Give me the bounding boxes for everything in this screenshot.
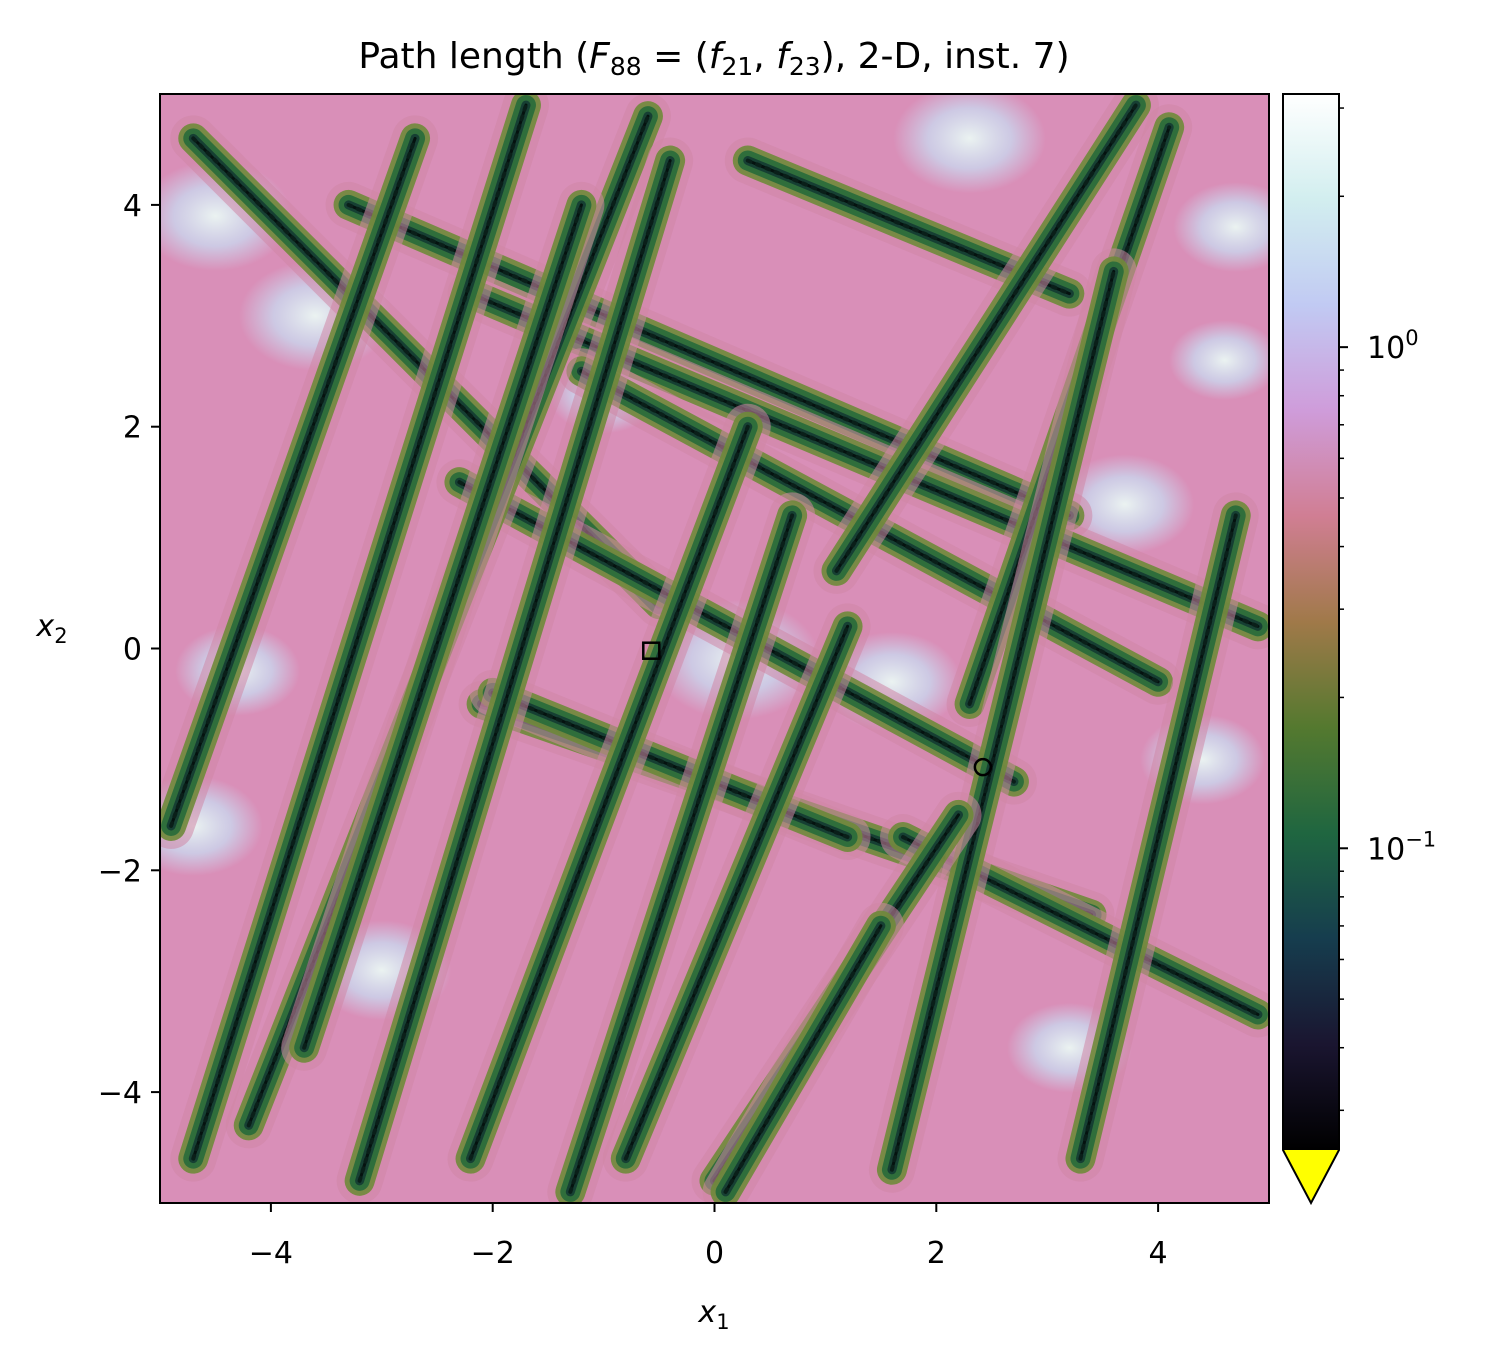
title-F-sub: 88 xyxy=(610,52,642,81)
x-axis-label-sub: 1 xyxy=(716,1310,729,1334)
title-f2-sub: 23 xyxy=(789,52,821,81)
colorbar-gradient xyxy=(1283,94,1339,1150)
x-tick-label: −4 xyxy=(249,1236,293,1271)
x-tick-label: 0 xyxy=(705,1236,724,1271)
y-tick-label: 0 xyxy=(123,633,142,668)
heatmap-plot-area xyxy=(124,83,1298,1203)
title-prefix: Path length ( xyxy=(358,36,589,77)
y-tick-label: 2 xyxy=(123,411,142,446)
title-eq: = ( xyxy=(642,36,709,77)
pale-region-3 xyxy=(1173,182,1298,272)
pale-region-2 xyxy=(893,83,1045,193)
colorbar: 100 10−1 xyxy=(1283,94,1436,1203)
y-tick-label: −2 xyxy=(98,854,142,889)
y-tick-label: 4 xyxy=(123,189,142,224)
x-axis-label: x1 xyxy=(697,1295,729,1334)
y-axis: 4 2 0 −2 −4 xyxy=(98,189,160,1111)
y-axis-label: x2 xyxy=(35,609,67,648)
x-axis: −4 −2 0 2 4 xyxy=(249,1203,1168,1271)
x-axis-label-base: x xyxy=(697,1295,716,1330)
colorbar-extend-min-triangle xyxy=(1283,1150,1339,1203)
title-comma: , xyxy=(753,36,776,77)
pale-region-12 xyxy=(1169,320,1280,400)
chart-title: Path length (F88 = (f21, f23), 2-D, inst… xyxy=(358,36,1069,81)
x-tick-label: 2 xyxy=(927,1236,946,1271)
colorbar-tick-label: 100 xyxy=(1367,326,1419,366)
title-f1-sub: 21 xyxy=(721,52,753,81)
y-tick-label: −4 xyxy=(98,1076,142,1111)
y-axis-label-base: x xyxy=(35,609,54,644)
title-suffix: ), 2-D, inst. 7) xyxy=(821,36,1070,77)
y-axis-label-sub: 2 xyxy=(54,624,67,648)
colorbar-tick-label: 10−1 xyxy=(1367,827,1436,867)
title-F: F xyxy=(589,36,611,77)
x-tick-label: 4 xyxy=(1149,1236,1168,1271)
x-tick-label: −2 xyxy=(471,1236,515,1271)
colorbar-ticks: 100 10−1 xyxy=(1339,108,1436,1110)
